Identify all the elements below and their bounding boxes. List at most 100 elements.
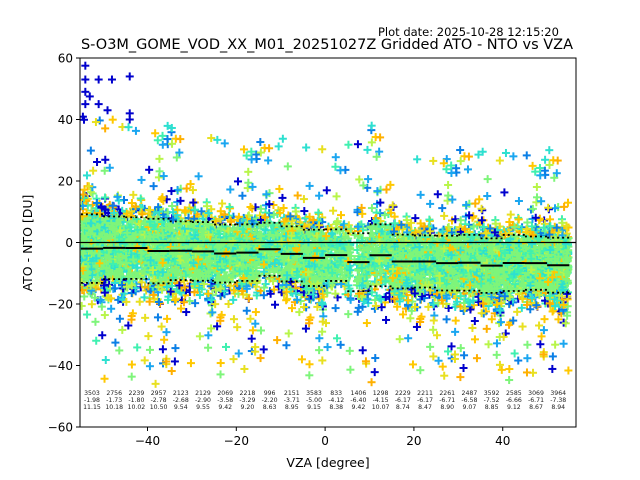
scatter-point bbox=[318, 145, 327, 154]
scatter-point bbox=[97, 302, 106, 311]
scatter-point bbox=[226, 185, 235, 194]
scatter-point bbox=[305, 181, 314, 190]
scatter-point bbox=[170, 357, 179, 366]
scatter-point bbox=[302, 143, 311, 152]
scatter-point bbox=[233, 323, 242, 332]
scatter-point bbox=[90, 293, 99, 302]
scatter-point bbox=[323, 343, 332, 352]
scatter-point bbox=[101, 124, 110, 133]
scatter-point bbox=[155, 167, 164, 176]
scatter-point bbox=[204, 331, 213, 340]
scatter-point bbox=[358, 209, 367, 218]
scatter-point bbox=[278, 193, 287, 202]
scatter-point bbox=[98, 331, 107, 340]
scatter-point bbox=[95, 259, 104, 268]
scatter-point bbox=[331, 153, 340, 162]
scatter-point bbox=[367, 204, 376, 213]
scatter-point bbox=[149, 182, 158, 191]
scatter-point bbox=[86, 188, 95, 197]
scatter-point bbox=[167, 367, 176, 376]
scatter-point bbox=[182, 184, 191, 193]
scatter-point bbox=[305, 371, 314, 380]
scatter-point bbox=[242, 306, 251, 315]
scatter-point bbox=[127, 372, 136, 381]
scatter-point bbox=[194, 172, 203, 181]
scatter-point bbox=[80, 301, 86, 310]
scatter-point bbox=[216, 291, 225, 300]
scatter-point bbox=[206, 309, 215, 318]
scatter-point bbox=[86, 146, 95, 155]
scatter-point bbox=[386, 180, 395, 189]
scatter-point bbox=[158, 345, 167, 354]
scatter-point bbox=[87, 219, 96, 228]
scatter-point bbox=[159, 172, 168, 181]
scatter-point bbox=[246, 203, 255, 212]
scatter-point bbox=[92, 254, 101, 263]
scatter-point bbox=[135, 297, 144, 306]
scatter-point bbox=[80, 266, 88, 275]
scatter-point bbox=[451, 316, 460, 325]
scatter-point bbox=[429, 325, 438, 334]
scatter-point bbox=[411, 214, 420, 223]
scatter-point bbox=[100, 311, 109, 320]
scatter-point bbox=[246, 314, 255, 323]
scatter-point bbox=[220, 139, 229, 148]
scatter-point bbox=[382, 315, 391, 324]
scatter-point bbox=[433, 331, 442, 340]
scatter-point bbox=[238, 191, 247, 200]
scatter-point bbox=[275, 184, 284, 193]
scatter-point bbox=[300, 207, 309, 216]
scatter-point bbox=[244, 178, 253, 187]
scatter-point bbox=[363, 145, 372, 154]
scatter-point bbox=[133, 343, 142, 352]
scatter-point bbox=[118, 325, 127, 334]
scatter-point bbox=[124, 123, 133, 132]
scatter-point bbox=[406, 314, 415, 323]
scatter-point bbox=[95, 116, 104, 125]
scatter-point bbox=[101, 356, 110, 365]
scatter-point bbox=[345, 346, 354, 355]
scatter-point bbox=[167, 187, 176, 196]
scatter-point bbox=[429, 352, 438, 361]
scatter-point bbox=[251, 308, 260, 317]
scatter-point bbox=[91, 317, 100, 326]
scatter-point bbox=[204, 343, 213, 352]
scatter-point bbox=[434, 356, 443, 365]
scatter-point bbox=[278, 134, 287, 143]
scatter-point bbox=[233, 177, 242, 186]
scatter-point bbox=[371, 354, 380, 363]
scatter-point bbox=[80, 190, 88, 199]
scatter-point bbox=[91, 118, 100, 127]
scatter-point bbox=[256, 138, 265, 147]
scatter-point bbox=[283, 162, 292, 171]
scatter-point bbox=[88, 211, 97, 220]
scatter-point bbox=[93, 157, 102, 166]
scatter-point bbox=[297, 355, 306, 364]
scatter-point bbox=[259, 345, 268, 354]
scatter-point bbox=[426, 342, 435, 351]
scatter-point bbox=[265, 144, 274, 153]
scatter-point bbox=[271, 300, 280, 309]
scatter-point bbox=[153, 313, 162, 322]
scatter-point bbox=[155, 154, 164, 163]
scatter-point bbox=[216, 370, 225, 379]
scatter-point bbox=[127, 289, 136, 298]
scatter-point bbox=[331, 304, 340, 313]
scatter-point bbox=[376, 133, 385, 142]
scatter-point bbox=[176, 135, 185, 144]
scatter-point bbox=[408, 360, 417, 369]
plot-date: Plot date: 2025-10-28 12:15:20 bbox=[378, 25, 559, 39]
scatter-point bbox=[153, 136, 162, 145]
scatter-point bbox=[240, 364, 249, 373]
scatter-point bbox=[80, 286, 87, 295]
scatter-point bbox=[247, 334, 256, 343]
scatter-point bbox=[224, 299, 233, 308]
scatter-point bbox=[108, 115, 117, 124]
scatter-point bbox=[426, 199, 435, 208]
scatter-point bbox=[89, 166, 98, 175]
scatter-point bbox=[355, 175, 364, 184]
scatter-point bbox=[429, 316, 438, 325]
scatter-point bbox=[370, 368, 379, 377]
scatter-point bbox=[346, 365, 355, 374]
